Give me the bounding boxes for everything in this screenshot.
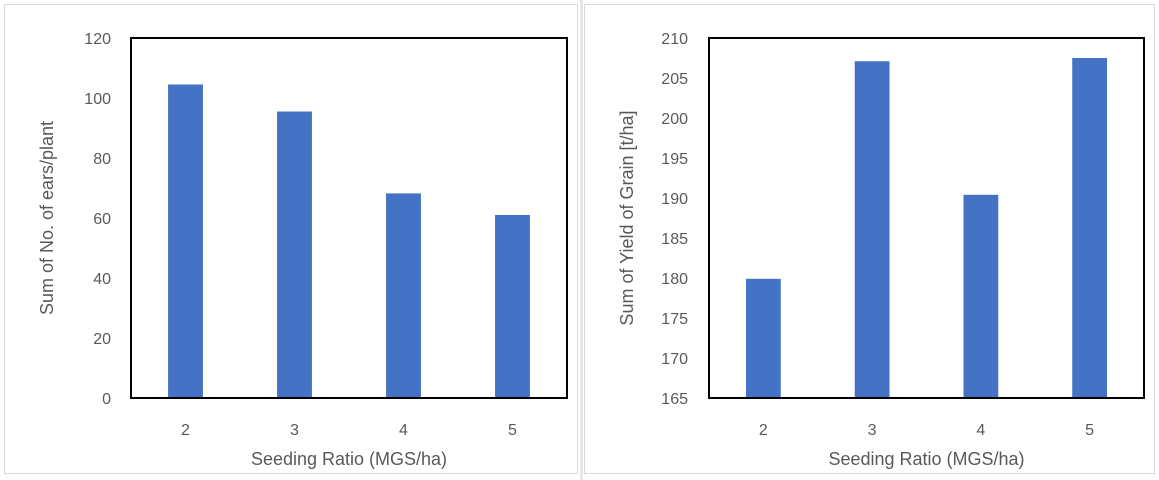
y-tick-label: 100 xyxy=(84,91,111,108)
x-category-label: 2 xyxy=(181,422,190,439)
bar-5 xyxy=(1072,58,1108,398)
y-axis-title: Sum of No. of ears/plant xyxy=(37,121,57,315)
y-tick-label: 60 xyxy=(93,211,111,228)
y-tick-label: 180 xyxy=(661,271,688,288)
y-tick-label: 200 xyxy=(661,111,688,128)
y-tick-label: 190 xyxy=(661,191,688,208)
grain-yield-chart: 165 170 175 180 185 190 195 200 205 210 2 3 4 5 Seedin… xyxy=(617,31,1145,469)
y-tick-label: 170 xyxy=(661,351,688,368)
bar-3 xyxy=(277,111,312,398)
x-axis-title: Seeding Ratio (MGS/ha) xyxy=(828,449,1024,469)
chart-panel-yield: 165 170 175 180 185 190 195 200 205 210 2 3 4 5 Seedin… xyxy=(584,4,1155,474)
y-tick-label: 210 xyxy=(661,31,688,48)
y-tick-label: 0 xyxy=(102,391,111,408)
y-tick-label: 80 xyxy=(93,151,111,168)
x-category-label: 3 xyxy=(868,422,877,439)
x-category-label: 5 xyxy=(1085,422,1094,439)
chart-panel-ears: 0 20 40 60 80 100 120 2 3 4 5 Seeding Ratio (MGS/ha… xyxy=(4,4,578,474)
bar-2 xyxy=(168,84,203,398)
bar-4 xyxy=(386,193,421,398)
x-category-label: 5 xyxy=(508,422,517,439)
x-category-label: 4 xyxy=(399,422,408,439)
y-tick-label: 20 xyxy=(93,331,111,348)
y-tick-label: 185 xyxy=(661,231,688,248)
plot-area-frame xyxy=(708,37,1145,399)
x-category-label: 2 xyxy=(759,422,768,439)
panel-divider xyxy=(580,0,583,480)
y-tick-label: 175 xyxy=(661,311,688,328)
y-tick-label: 205 xyxy=(661,71,688,88)
bar-3 xyxy=(854,61,890,398)
y-tick-label: 165 xyxy=(661,391,688,408)
plot-area-frame xyxy=(130,37,568,399)
bar-2 xyxy=(745,278,781,398)
y-axis-title: Sum of Yield of Grain [t/ha] xyxy=(617,110,637,325)
y-tick-label: 195 xyxy=(661,151,688,168)
bar-5 xyxy=(495,215,530,398)
bar-4 xyxy=(963,194,999,398)
x-category-label: 4 xyxy=(976,422,985,439)
y-tick-label: 40 xyxy=(93,271,111,288)
y-tick-label: 120 xyxy=(84,31,111,48)
x-axis-title: Seeding Ratio (MGS/ha) xyxy=(251,449,447,469)
x-category-label: 3 xyxy=(290,422,299,439)
ears-per-plant-chart: 0 20 40 60 80 100 120 2 3 4 5 Seeding Ratio (MGS/ha… xyxy=(37,31,568,469)
